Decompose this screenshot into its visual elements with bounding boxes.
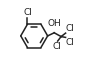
Text: Cl: Cl bbox=[66, 24, 75, 33]
Text: Cl: Cl bbox=[66, 38, 75, 47]
Text: Cl: Cl bbox=[23, 8, 32, 17]
Text: Cl: Cl bbox=[53, 42, 62, 51]
Text: OH: OH bbox=[47, 19, 61, 28]
